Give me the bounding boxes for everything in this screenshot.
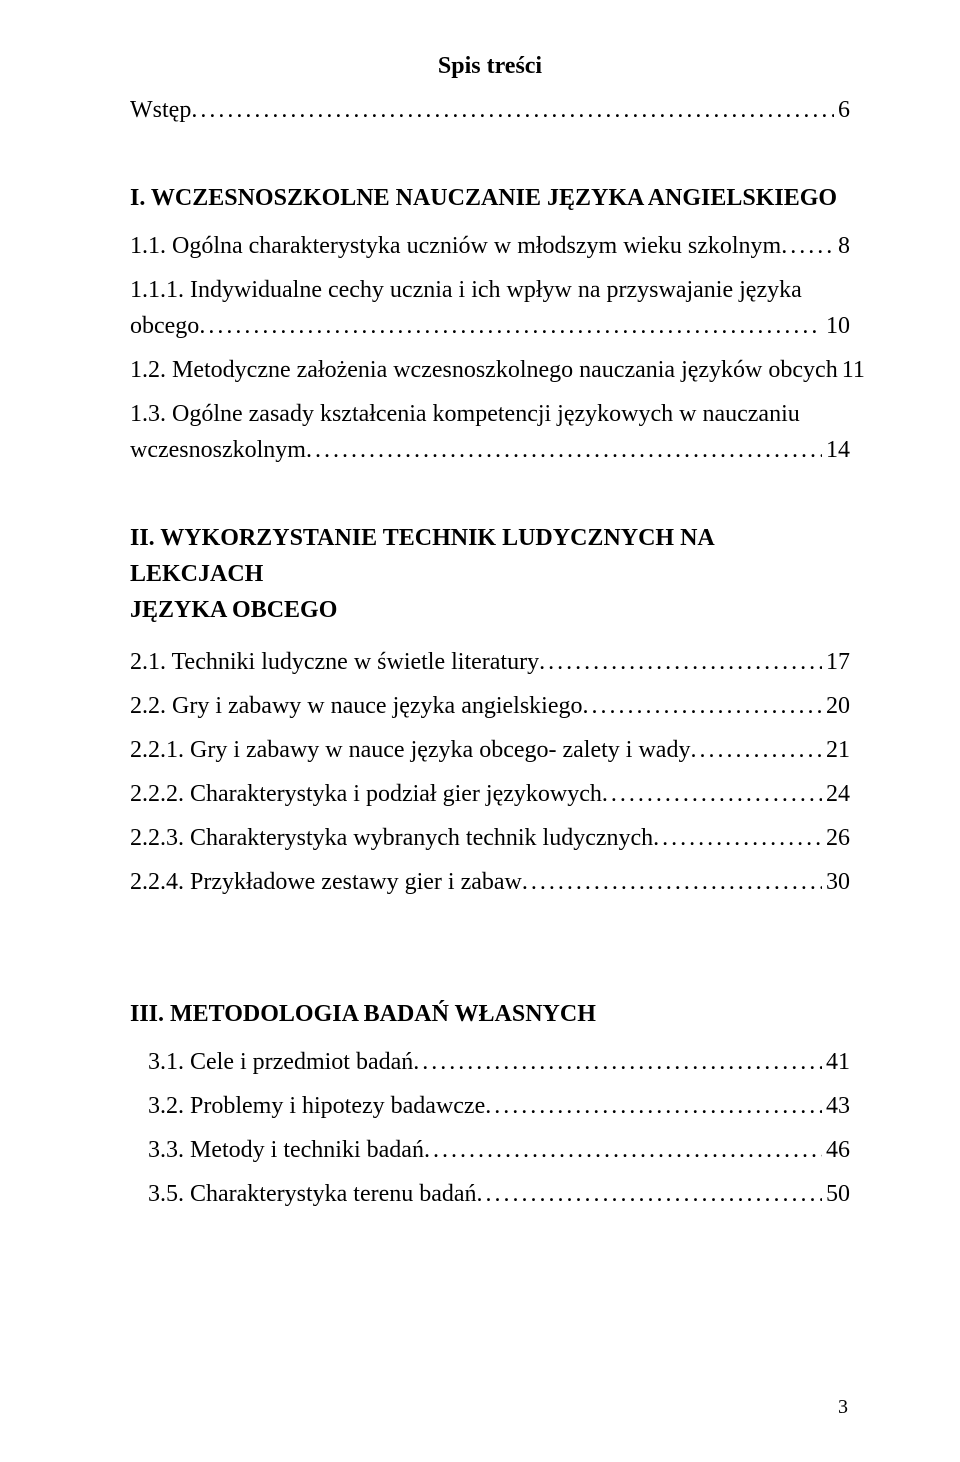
page-number: 3 bbox=[838, 1392, 848, 1422]
toc-label: 3.1. Cele i przedmiot badań bbox=[148, 1044, 413, 1080]
toc-entry-cont: wczesnoszkolnym 14 bbox=[130, 432, 850, 468]
toc-entry: 2.2.2. Charakterystyka i podział gier ję… bbox=[130, 776, 850, 812]
toc-label: obcego bbox=[130, 308, 199, 344]
toc-title: Spis treści bbox=[130, 48, 850, 84]
toc-entry: Wstęp 6 bbox=[130, 92, 850, 128]
toc-leader bbox=[583, 688, 823, 724]
toc-entry: 1.2. Metodyczne założenia wczesnoszkolne… bbox=[130, 352, 850, 388]
toc-entry: 3.5. Charakterystyka terenu badań 50 bbox=[148, 1176, 850, 1212]
toc-entry: 2.2. Gry i zabawy w nauce języka angiels… bbox=[130, 688, 850, 724]
toc-leader bbox=[653, 820, 822, 856]
toc-page: 24 bbox=[822, 776, 850, 812]
toc-entry: 1.1. Ogólna charakterystyka uczniów w mł… bbox=[130, 228, 850, 264]
toc-label: 2.1. Techniki ludyczne w świetle literat… bbox=[130, 644, 539, 680]
toc-page: 43 bbox=[822, 1088, 850, 1124]
toc-leader bbox=[413, 1044, 822, 1080]
toc-label: 2.2.2. Charakterystyka i podział gier ję… bbox=[130, 776, 602, 812]
toc-leader bbox=[199, 308, 822, 344]
toc-leader bbox=[539, 644, 822, 680]
section-gap bbox=[130, 908, 850, 952]
toc-page: 14 bbox=[822, 432, 850, 468]
toc-page: 6 bbox=[834, 92, 850, 128]
toc-entry: 2.1. Techniki ludyczne w świetle literat… bbox=[130, 644, 850, 680]
toc-page: 10 bbox=[822, 308, 850, 344]
toc-page: 8 bbox=[834, 228, 850, 264]
toc-page: 11 bbox=[838, 352, 865, 388]
toc-page: 41 bbox=[822, 1044, 850, 1080]
toc-page: 46 bbox=[822, 1132, 850, 1168]
toc-label: 3.3. Metody i techniki badań bbox=[148, 1132, 424, 1168]
toc-entry: 2.2.3. Charakterystyka wybranych technik… bbox=[130, 820, 850, 856]
toc-entry: 1.1.1. Indywidualne cechy ucznia i ich w… bbox=[130, 272, 850, 308]
toc-leader bbox=[306, 432, 822, 468]
toc-label: 2.2.4. Przykładowe zestawy gier i zabaw bbox=[130, 864, 522, 900]
toc-page: 50 bbox=[822, 1176, 850, 1212]
toc-label: 2.2. Gry i zabawy w nauce języka angiels… bbox=[130, 688, 583, 724]
toc-leader bbox=[191, 92, 834, 128]
toc-entry: 3.3. Metody i techniki badań 46 bbox=[148, 1132, 850, 1168]
section-gap bbox=[130, 136, 850, 180]
toc-label: wczesnoszkolnym bbox=[130, 432, 306, 468]
toc-page: 21 bbox=[822, 732, 850, 768]
toc-label: 3.5. Charakterystyka terenu badań bbox=[148, 1176, 477, 1212]
toc-page: 17 bbox=[822, 644, 850, 680]
toc-leader bbox=[522, 864, 822, 900]
toc-entry: 2.2.4. Przykładowe zestawy gier i zabaw 3… bbox=[130, 864, 850, 900]
chapter-heading: III. METODOLOGIA BADAŃ WŁASNYCH bbox=[130, 996, 850, 1032]
toc-entry: 2.2.1. Gry i zabawy w nauce języka obceg… bbox=[130, 732, 850, 768]
toc-leader bbox=[485, 1088, 822, 1124]
toc-leader bbox=[781, 228, 834, 264]
toc-label: 2.2.1. Gry i zabawy w nauce języka obceg… bbox=[130, 732, 690, 768]
toc-leader bbox=[602, 776, 822, 812]
toc-page: 26 bbox=[822, 820, 850, 856]
toc-label: 2.2.3. Charakterystyka wybranych technik… bbox=[130, 820, 653, 856]
section-gap bbox=[130, 476, 850, 520]
toc-label: 3.2. Problemy i hipotezy badawcze bbox=[148, 1088, 485, 1124]
toc-label: 1.2. Metodyczne założenia wczesnoszkolne… bbox=[130, 352, 838, 388]
toc-leader bbox=[424, 1132, 822, 1168]
chapter-heading-line2: JĘZYKA OBCEGO bbox=[130, 592, 850, 628]
toc-leader bbox=[477, 1176, 822, 1212]
toc-page: 30 bbox=[822, 864, 850, 900]
toc-page: 20 bbox=[822, 688, 850, 724]
toc-entry: 3.2. Problemy i hipotezy badawcze 43 bbox=[148, 1088, 850, 1124]
section-gap bbox=[130, 952, 850, 996]
chapter-heading: I. WCZESNOSZKOLNE NAUCZANIE JĘZYKA ANGIE… bbox=[130, 180, 850, 216]
toc-label: Wstęp bbox=[130, 92, 191, 128]
toc-entry: 1.3. Ogólne zasady kształcenia kompetenc… bbox=[130, 396, 850, 432]
toc-container: Wstęp 6 I. WCZESNOSZKOLNE NAUCZANIE JĘZYKA… bbox=[130, 92, 850, 1212]
toc-entry: 3.1. Cele i przedmiot badań 41 bbox=[148, 1044, 850, 1080]
toc-label: 1.1. Ogólna charakterystyka uczniów w mł… bbox=[130, 228, 781, 264]
chapter-heading: II. WYKORZYSTANIE TECHNIK LUDYCZNYCH NA … bbox=[130, 520, 850, 592]
toc-entry-cont: obcego 10 bbox=[130, 308, 850, 344]
toc-leader bbox=[690, 732, 822, 768]
